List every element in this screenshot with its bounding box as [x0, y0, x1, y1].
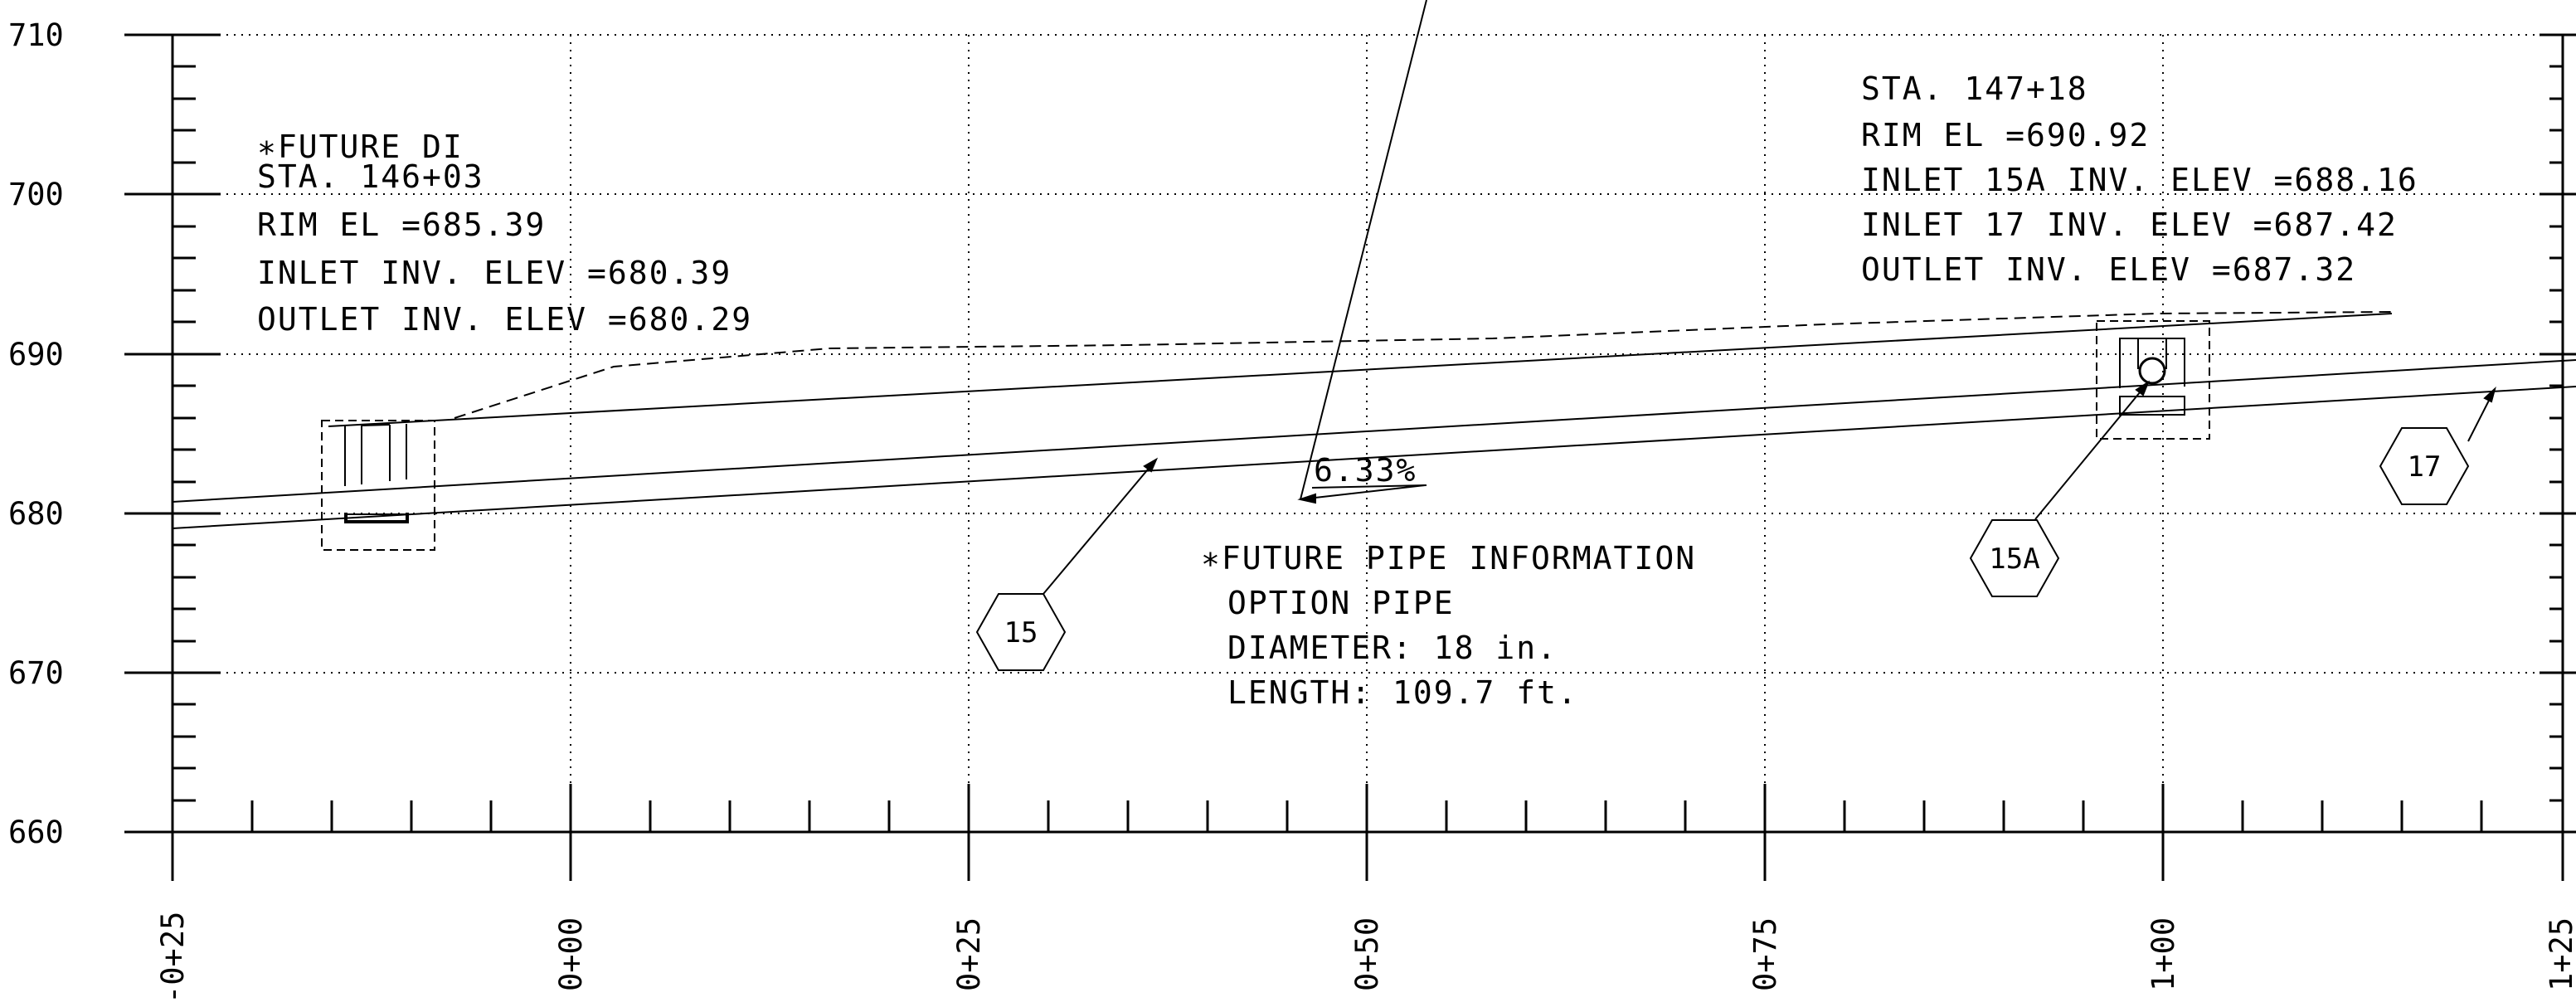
x-label-0-50: 0+50	[1349, 917, 1385, 991]
pipe-note-line-3: DIAMETER: 18 in.	[1227, 630, 1558, 666]
slope-label: 6.33%	[1314, 452, 1417, 489]
left-note-line-3: RIM EL =685.39	[257, 207, 546, 243]
x-label-1-25: 1+25	[2544, 917, 2576, 991]
right-note-line-4: INLET 17 INV. ELEV =687.42	[1861, 207, 2398, 243]
y-ticks	[124, 33, 2576, 802]
left-note-line-2: STA. 146+03	[257, 158, 484, 195]
y-label-660: 660	[8, 815, 64, 850]
pipe-note-line-4: LENGTH: 109.7 ft.	[1227, 674, 1578, 711]
tag-15a-label: 15A	[1989, 542, 2039, 576]
y-label-670: 670	[8, 655, 64, 691]
pipe-note-line-1: ∗FUTURE PIPE INFORMATION	[1201, 540, 1696, 576]
axes	[124, 35, 2576, 881]
x-label-0-00: 0+00	[553, 917, 589, 991]
y-label-700: 700	[8, 177, 64, 212]
x-label-minus-0-25: -0+25	[155, 912, 191, 1004]
x-label-0-75: 0+75	[1747, 917, 1783, 991]
pipe-info-notes: ∗FUTURE PIPE INFORMATION OPTION PIPE DIA…	[1201, 540, 1696, 711]
existing-ground-line	[454, 311, 2393, 419]
tag-17-label: 17	[2408, 450, 2442, 484]
right-note-line-1: STA. 147+18	[1861, 71, 2088, 107]
left-structure-notes: ∗FUTURE DI STA. 146+03 RIM EL =685.39 IN…	[257, 129, 752, 338]
right-note-line-3: INLET 15A INV. ELEV =688.16	[1861, 162, 2418, 198]
right-note-line-5: OUTLET INV. ELEV =687.32	[1861, 251, 2356, 288]
tag-15-label: 15	[1004, 616, 1038, 649]
y-label-710: 710	[8, 17, 64, 53]
inlet-structure	[2096, 320, 2210, 440]
x-label-0-25: 0+25	[951, 917, 987, 991]
x-label-1-00: 1+00	[2146, 917, 2181, 991]
tag-15a: 15A	[1969, 519, 2060, 597]
tag-15: 15	[975, 593, 1067, 671]
future-di-structure	[321, 420, 435, 551]
inlet-pipe-circle	[2138, 357, 2166, 385]
callout-leaders	[1043, 0, 2496, 595]
left-note-line-5: OUTLET INV. ELEV =680.29	[257, 301, 752, 338]
tag-17: 17	[2379, 427, 2470, 505]
pipe-invert-line	[172, 386, 2576, 529]
grid-lines	[174, 34, 2576, 832]
right-structure-notes: STA. 147+18 RIM EL =690.92 INLET 15A INV…	[1861, 71, 2418, 288]
right-note-line-2: RIM EL =690.92	[1861, 117, 2150, 153]
left-note-line-1: ∗FUTURE DI	[257, 129, 464, 165]
x-ticks	[250, 784, 2483, 881]
y-label-680: 680	[8, 496, 64, 532]
pipe-note-line-2: OPTION PIPE	[1227, 585, 1455, 621]
left-note-line-4: INLET INV. ELEV =680.39	[257, 255, 731, 291]
y-label-690: 690	[8, 337, 64, 372]
finished-grade-line	[328, 313, 2393, 427]
pipe-crown-line	[172, 359, 2576, 503]
slope-underline	[1311, 484, 1427, 489]
